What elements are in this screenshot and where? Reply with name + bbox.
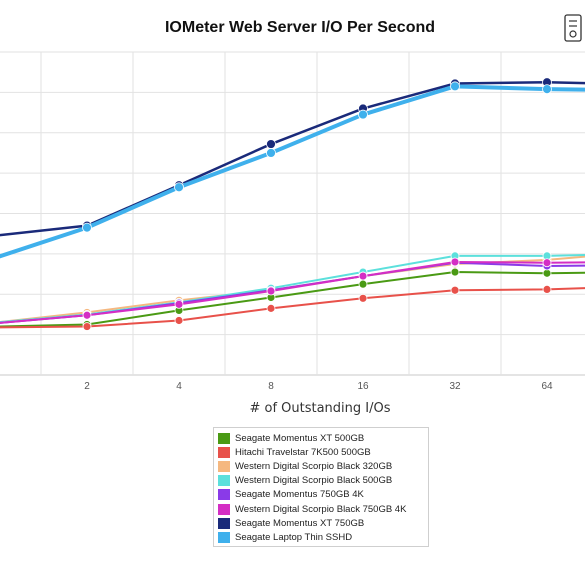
x-tick-label: 16	[357, 381, 369, 392]
legend-swatch	[218, 503, 230, 515]
legend-label: Hitachi Travelstar 7K500 500GB	[235, 446, 371, 458]
x-tick-label: 2	[84, 381, 90, 392]
data-point[interactable]	[358, 293, 368, 303]
data-point[interactable]	[542, 268, 552, 278]
data-point[interactable]	[450, 81, 460, 92]
series-1	[0, 285, 585, 331]
data-point[interactable]	[266, 286, 276, 296]
data-point[interactable]	[174, 182, 184, 193]
legend-swatch	[218, 475, 230, 487]
legend-label: Seagate Momentus 750GB 4K	[235, 489, 364, 501]
x-tick-label: 8	[268, 381, 274, 392]
legend-swatch	[218, 531, 230, 543]
x-axis-label: # of Outstanding I/Os	[249, 401, 390, 416]
data-point[interactable]	[450, 285, 460, 295]
x-tick-label: 4	[176, 381, 182, 392]
legend-label: Western Digital Scorpio Black 500GB	[235, 475, 393, 487]
legend-label: Western Digital Scorpio Black 750GB 4K	[235, 503, 407, 515]
legend-label: Western Digital Scorpio Black 320GB	[235, 460, 393, 472]
series-line	[0, 260, 585, 324]
data-point[interactable]	[82, 310, 92, 320]
data-point[interactable]	[450, 257, 460, 267]
data-point[interactable]	[358, 109, 368, 120]
data-point[interactable]	[266, 303, 276, 313]
legend-item[interactable]: Seagate Laptop Thin SSHD	[218, 530, 428, 544]
x-axis-ticks: 2 4 8 16 32 64	[84, 381, 553, 392]
legend-swatch	[218, 517, 230, 529]
series-5	[0, 257, 585, 324]
data-point[interactable]	[542, 84, 552, 95]
legend-label: Seagate Momentus XT 750GB	[235, 517, 365, 529]
data-point[interactable]	[174, 316, 184, 325]
chart-title: IOMeter Web Server I/O Per Second	[165, 19, 435, 36]
data-point[interactable]	[82, 222, 92, 233]
series-line	[0, 84, 585, 259]
data-point[interactable]	[174, 299, 184, 309]
legend-item[interactable]: Seagate Momentus XT 500GB	[218, 431, 428, 445]
legend-label: Seagate Laptop Thin SSHD	[235, 531, 353, 543]
legend-item[interactable]: Seagate Momentus XT 750GB	[218, 516, 428, 530]
legend-swatch	[218, 489, 230, 501]
series-line	[0, 81, 585, 237]
x-tick-label: 64	[541, 381, 553, 392]
legend-swatch	[218, 446, 230, 458]
data-point[interactable]	[358, 271, 368, 281]
series-7	[0, 81, 585, 259]
legend-item[interactable]: Hitachi Travelstar 7K500 500GB	[218, 445, 428, 459]
legend-item[interactable]: Western Digital Scorpio Black 750GB 4K	[218, 502, 428, 516]
data-point[interactable]	[266, 139, 276, 149]
data-point[interactable]	[542, 285, 552, 294]
series-line	[0, 287, 585, 329]
legend-label: Seagate Momentus XT 500GB	[235, 432, 365, 444]
x-tick-label: 32	[449, 381, 461, 392]
series-layer	[0, 77, 585, 331]
data-point[interactable]	[542, 258, 552, 268]
legend-item[interactable]: Western Digital Scorpio Black 320GB	[218, 459, 428, 473]
series-line	[0, 271, 585, 328]
legend-swatch	[218, 432, 230, 444]
legend-swatch	[218, 460, 230, 472]
data-point[interactable]	[82, 322, 92, 331]
grid	[0, 51, 585, 376]
data-point[interactable]	[358, 279, 368, 289]
logo-icon	[564, 14, 582, 42]
data-point[interactable]	[266, 148, 276, 158]
data-point[interactable]	[450, 267, 460, 277]
legend-item[interactable]: Western Digital Scorpio Black 500GB	[218, 474, 428, 488]
series-0	[0, 267, 585, 329]
series-6	[0, 77, 585, 237]
legend-item[interactable]: Seagate Momentus 750GB 4K	[218, 488, 428, 502]
chart-legend: Seagate Momentus XT 500GB Hitachi Travels…	[213, 427, 429, 547]
